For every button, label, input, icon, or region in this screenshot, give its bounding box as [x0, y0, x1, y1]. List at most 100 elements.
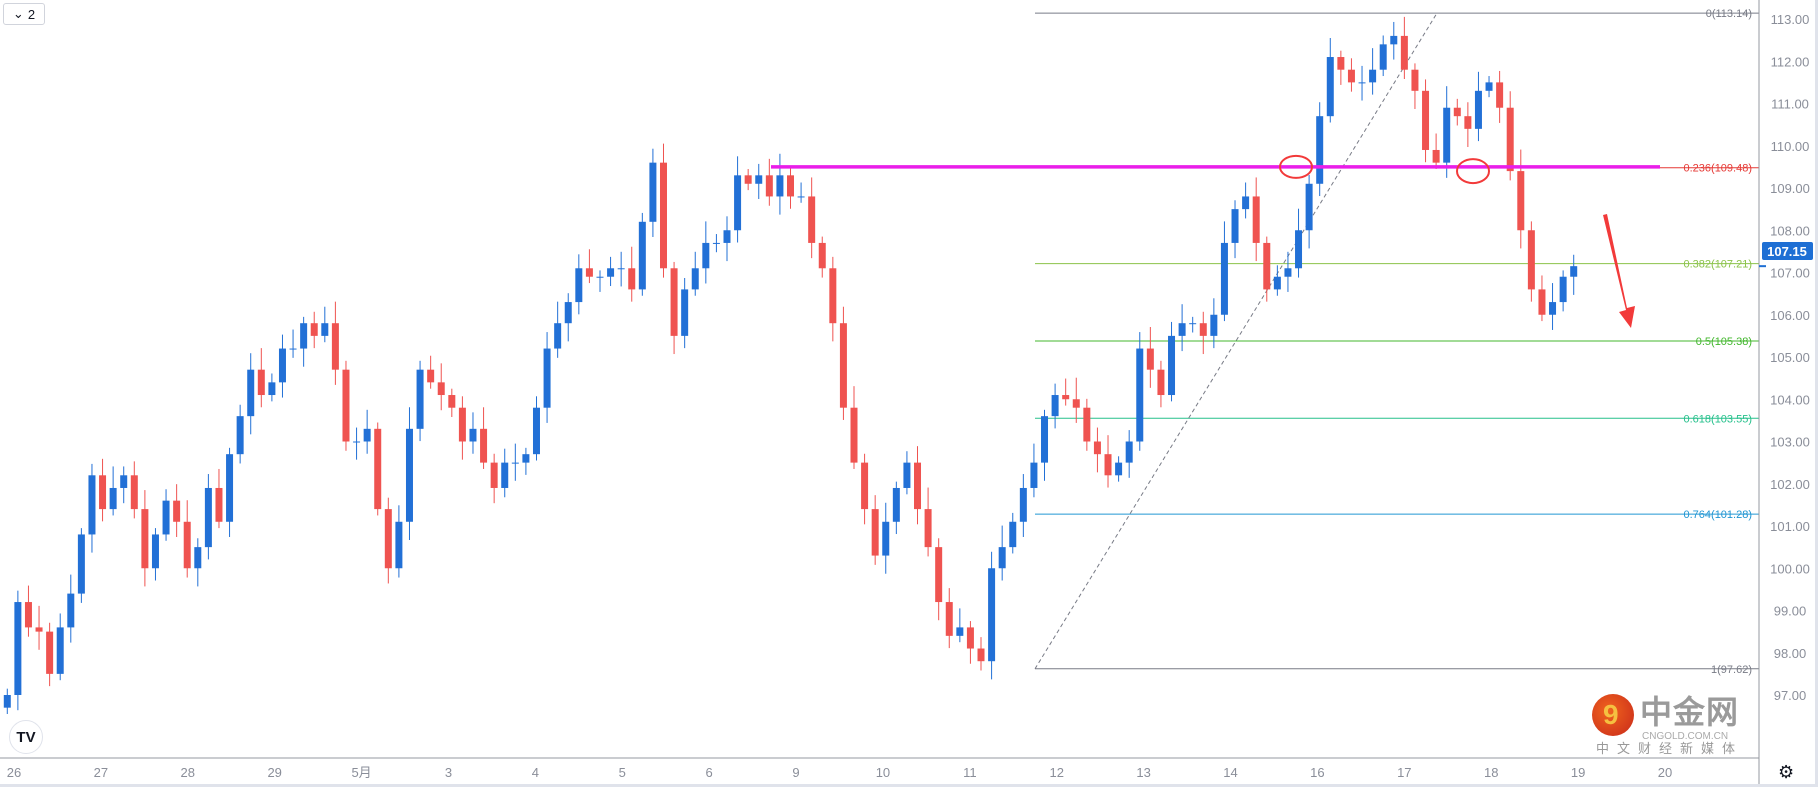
candle-body: [1326, 57, 1334, 117]
candle: [543, 332, 551, 423]
candle-body: [1496, 82, 1504, 108]
candle-body: [649, 162, 657, 222]
candle: [384, 497, 392, 584]
candle: [1305, 174, 1313, 249]
candle: [839, 306, 847, 420]
candle-body: [405, 428, 413, 522]
candle-body: [99, 475, 107, 510]
candle-body: [935, 547, 943, 603]
candle-body: [617, 268, 625, 270]
fib-level-label: 0.382(107.21): [1684, 259, 1753, 271]
candle-body: [554, 323, 562, 349]
candle: [554, 301, 562, 358]
price-tick-label: 98.00: [1774, 646, 1807, 661]
candle: [797, 182, 805, 203]
candle: [1072, 377, 1080, 423]
interval-value: 2: [27, 6, 36, 22]
candle-body: [1168, 335, 1176, 396]
candle: [702, 221, 710, 284]
candle: [1464, 102, 1472, 148]
candle-body: [755, 175, 763, 184]
candle-body: [1453, 107, 1461, 117]
time-tick-label: 5: [619, 765, 626, 780]
highlight-circle: [1456, 158, 1490, 185]
candle-body: [226, 454, 234, 522]
bottom-border: [0, 784, 1818, 787]
candle: [522, 447, 530, 475]
settings-gear-icon[interactable]: ⚙: [1778, 762, 1795, 782]
last-price-badge: 107.15: [1759, 242, 1813, 268]
candle: [617, 251, 625, 287]
candle: [966, 621, 974, 664]
candle: [268, 373, 276, 402]
candle: [1125, 430, 1133, 478]
candle-body: [395, 521, 403, 569]
fib-trend-line: [1034, 12, 1438, 670]
time-tick-label: 14: [1223, 765, 1237, 780]
candle: [1284, 251, 1292, 292]
candle-body: [1390, 35, 1398, 45]
candle: [681, 277, 689, 349]
candle: [1474, 71, 1482, 142]
time-tick-label: 28: [181, 765, 195, 780]
fib-level-label: 0(113.14): [1706, 8, 1752, 20]
time-axis[interactable]: 26 27 28 29 5月 3 4 5 6 9 10 11 12 13 14 16 17 18 19 20: [7, 765, 1672, 780]
interval-selector[interactable]: ⌄ 2: [3, 3, 45, 25]
candle-body: [56, 627, 64, 674]
candle-body: [1358, 82, 1366, 84]
candle: [1093, 427, 1101, 473]
candle: [861, 453, 869, 525]
candle-body: [300, 323, 308, 349]
time-tick-label: 13: [1136, 765, 1150, 780]
candle-body: [173, 500, 181, 522]
candle: [215, 468, 223, 529]
drawings[interactable]: [771, 154, 1660, 328]
candle: [405, 407, 413, 540]
candle: [1379, 35, 1387, 77]
candle: [1422, 79, 1430, 163]
candle-body: [1041, 416, 1049, 463]
candle-body: [818, 242, 826, 269]
candle-body: [1347, 69, 1355, 83]
tradingview-logo-icon[interactable]: TV: [9, 720, 43, 754]
candle: [448, 388, 456, 417]
candle-body: [924, 509, 932, 548]
price-tick-label: 101.00: [1770, 519, 1810, 534]
time-tick-label: 27: [94, 765, 108, 780]
candle: [1062, 378, 1070, 406]
candle: [480, 407, 488, 469]
candle-body: [681, 289, 689, 336]
time-tick-label: 20: [1658, 765, 1672, 780]
price-axis[interactable]: 113.00 112.00 111.00 110.00 109.00 108.00 107.…: [1770, 12, 1810, 703]
time-tick-label: 12: [1050, 765, 1064, 780]
candle: [1019, 474, 1027, 537]
price-tick-label: 104.00: [1770, 392, 1810, 407]
candle-body: [374, 428, 382, 510]
candle: [458, 396, 466, 460]
last-price-label: 107.15: [1767, 244, 1807, 259]
candle-body: [1295, 230, 1303, 269]
fib-level-label: 0.618(103.55): [1684, 413, 1753, 425]
candle-body: [596, 276, 604, 278]
candle: [173, 484, 181, 537]
candle-body: [511, 462, 519, 464]
price-tick-label: 103.00: [1770, 435, 1810, 450]
candle-body: [1252, 196, 1260, 243]
candle-body: [24, 602, 32, 628]
candle-body: [1559, 276, 1567, 303]
candle: [1104, 435, 1112, 488]
candle-body: [522, 454, 530, 463]
candle-body: [1273, 276, 1281, 290]
candle-body: [130, 475, 138, 510]
candle-body: [1072, 399, 1080, 408]
candle-body: [575, 268, 583, 303]
candle-body: [1083, 407, 1091, 442]
candle-body: [903, 462, 911, 488]
fib-level-label: 0.764(101.28): [1684, 509, 1753, 521]
candle: [744, 168, 752, 191]
fibonacci-retracement[interactable]: 0(113.14) 0.236(109.48) 0.382(107.21) 0.5(1…: [1034, 8, 1759, 676]
candle: [882, 502, 890, 574]
candle: [490, 453, 498, 504]
candle: [1051, 383, 1059, 429]
